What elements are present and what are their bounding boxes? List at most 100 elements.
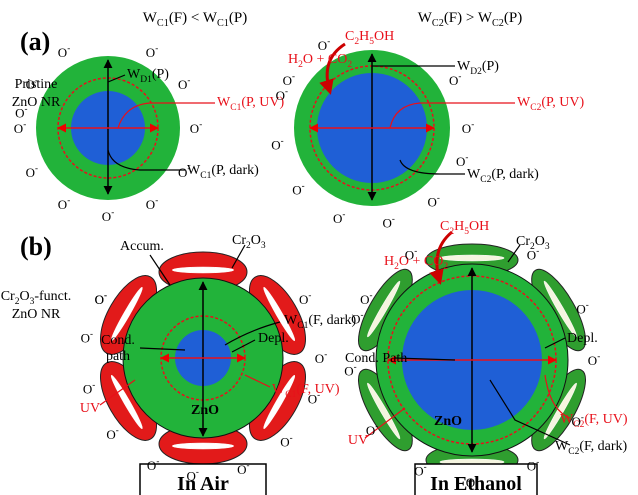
- label-part: Cr: [1, 289, 15, 304]
- ion-symbol: O: [318, 38, 327, 53]
- oxygen-ion: O-: [527, 245, 539, 262]
- label: WC1(P, UV): [217, 95, 284, 113]
- label-part: In Air: [177, 473, 229, 495]
- label-part: W: [272, 382, 286, 397]
- subscript: C1: [285, 390, 296, 400]
- ion-symbol: O: [351, 311, 360, 326]
- label-part: Cr: [232, 233, 246, 248]
- oxygen-ion: O-: [315, 349, 327, 366]
- ion-charge: -: [156, 456, 159, 466]
- label-part: W: [555, 439, 569, 454]
- label-part: (F, dark): [579, 439, 627, 454]
- label-part: O: [19, 289, 29, 304]
- ion-charge: -: [437, 193, 440, 203]
- label-part: H: [384, 254, 394, 269]
- label-part: (P): [229, 10, 247, 26]
- ion-charge: -: [536, 457, 539, 467]
- oxygen-ion: O-: [382, 214, 394, 231]
- ion-charge: -: [392, 214, 395, 224]
- ion-charge: -: [308, 290, 311, 300]
- subscript: 3: [545, 242, 550, 252]
- ion-symbol: O: [276, 88, 285, 103]
- ion-charge: -: [327, 36, 330, 46]
- oxygen-ion: O-: [271, 136, 283, 153]
- label-part: ZnO: [191, 403, 219, 418]
- label-part: Depl.: [567, 331, 598, 346]
- label: path: [106, 349, 130, 364]
- ion-symbol: O: [382, 216, 391, 231]
- ion-symbol: O: [449, 73, 458, 88]
- ion-charge: -: [67, 195, 70, 205]
- ion-symbol: O: [58, 197, 67, 212]
- page: {"labels": { "a": ["(a)"], "b": ["(b)"],…: [0, 0, 638, 495]
- label-part: OH: [374, 29, 394, 44]
- ion-charge: -: [471, 119, 474, 129]
- label-part: O: [251, 233, 261, 248]
- label: C2H5OH: [345, 29, 394, 47]
- ion-symbol: O: [299, 292, 308, 307]
- ion-charge: -: [35, 163, 38, 173]
- oxygen-ion: O-: [58, 43, 70, 60]
- ion-symbol: O: [280, 434, 289, 449]
- ion-charge: -: [281, 136, 284, 146]
- label-part: W: [517, 95, 531, 110]
- subscript: C2: [568, 447, 579, 457]
- ion-symbol: O: [178, 77, 187, 92]
- ion-symbol: O: [576, 301, 585, 316]
- label: WD2(P): [457, 59, 499, 77]
- subscript: 2: [347, 60, 352, 70]
- ion-charge: -: [104, 290, 107, 300]
- ion-symbol: O: [146, 45, 155, 60]
- label-part: OH: [469, 219, 489, 234]
- label-part: (F, UV): [584, 412, 628, 427]
- ion-symbol: O: [14, 121, 23, 136]
- ion-symbol: O: [147, 458, 156, 473]
- ion-charge: -: [361, 309, 364, 319]
- subscript: 2: [443, 262, 448, 272]
- label-part: Accum.: [120, 239, 164, 254]
- lobe-core: [172, 443, 234, 449]
- ion-symbol: O: [102, 209, 111, 224]
- label-part: W: [418, 10, 433, 26]
- label-part: H: [454, 219, 464, 234]
- label: Depl.: [258, 331, 289, 346]
- oxygen-ion: O-: [178, 75, 190, 92]
- ion-symbol: O: [527, 459, 536, 474]
- label-part: UV: [80, 401, 100, 416]
- ion-symbol: O: [26, 165, 35, 180]
- label: Cr2O3: [232, 233, 266, 251]
- label: WC1(F) < WC1(P): [143, 10, 247, 29]
- ion-charge: -: [375, 421, 378, 431]
- ion-charge: -: [111, 207, 114, 217]
- label-part: (P): [482, 59, 499, 74]
- label-part: ZnO: [434, 414, 462, 429]
- ion-charge: -: [292, 71, 295, 81]
- subscript: C2: [480, 175, 491, 185]
- oxygen-ion: O-: [366, 421, 378, 438]
- oxygen-ion: O-: [344, 362, 356, 379]
- label-part: Depl.: [258, 331, 289, 346]
- subscript: C2: [432, 18, 444, 29]
- subscript: 3: [261, 241, 266, 251]
- label-part: H: [359, 29, 369, 44]
- ion-symbol: O: [292, 183, 301, 198]
- ion-symbol: O: [588, 353, 597, 368]
- ion-charge: -: [187, 163, 190, 173]
- ion-symbol: O: [571, 414, 580, 429]
- label: WC1(P, dark): [187, 163, 259, 181]
- label: WC2(F, UV): [560, 412, 628, 430]
- ion-charge: -: [290, 432, 293, 442]
- oxygen-ion: O-: [588, 351, 600, 368]
- label: ZnO NR: [12, 307, 61, 322]
- ion-charge: -: [90, 329, 93, 339]
- label-part: W: [127, 67, 141, 82]
- ion-charge: -: [25, 104, 28, 114]
- ion-charge: -: [342, 209, 345, 219]
- label-part: (a): [20, 27, 50, 56]
- label-part: (P, dark): [211, 163, 259, 178]
- ion-symbol: O: [106, 427, 115, 442]
- ion-symbol: O: [414, 464, 423, 479]
- label-part: (P, UV): [541, 95, 584, 110]
- oxygen-ion: O-: [190, 119, 202, 136]
- label: WC2(F) > WC2(P): [418, 10, 522, 29]
